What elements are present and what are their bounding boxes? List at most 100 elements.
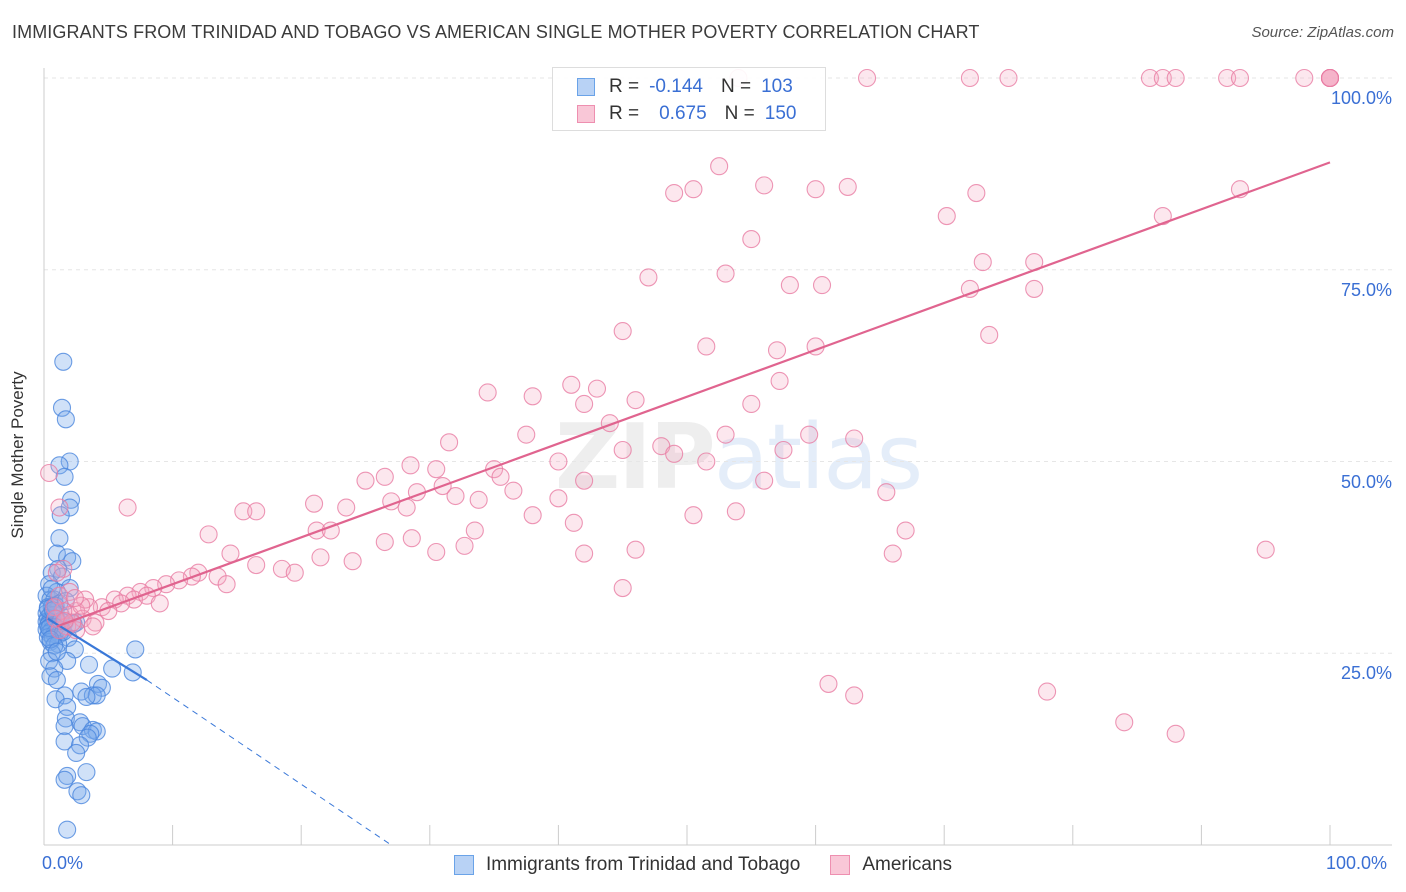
stats-r-value: -0.144 xyxy=(649,76,703,97)
point-americans-61 xyxy=(375,467,394,486)
point-americans-90 xyxy=(375,532,394,552)
point-americans-68 xyxy=(446,486,465,506)
point-immigrants-10 xyxy=(47,544,66,563)
point-americans-20 xyxy=(806,180,825,199)
point-americans-149 xyxy=(65,588,84,608)
point-americans-49 xyxy=(845,429,864,448)
point-americans-98 xyxy=(883,544,902,563)
point-americans-27 xyxy=(639,268,658,287)
point-immigrants-88 xyxy=(55,770,74,789)
legend-item-americans[interactable]: Americans xyxy=(830,854,952,876)
point-americans-63 xyxy=(575,471,594,490)
point-americans-100 xyxy=(896,521,915,540)
point-americans-5 xyxy=(1153,68,1172,88)
point-americans-75 xyxy=(523,506,542,525)
point-americans-115 xyxy=(150,594,169,613)
chart-title: IMMIGRANTS FROM TRINIDAD AND TOBAGO VS A… xyxy=(12,22,980,42)
point-americans-142 xyxy=(1153,207,1172,226)
point-immigrants-0 xyxy=(54,352,73,371)
point-americans-34 xyxy=(697,337,716,356)
point-americans-9 xyxy=(1295,68,1314,88)
point-americans-89 xyxy=(455,536,474,555)
trendline-immigrants xyxy=(47,617,148,682)
point-immigrants-86 xyxy=(77,763,96,782)
point-americans-2 xyxy=(960,68,979,88)
point-immigrants-56 xyxy=(126,640,145,659)
legend-swatch-immigrants xyxy=(453,855,474,875)
point-americans-129 xyxy=(47,563,66,582)
legend-swatch-americans xyxy=(830,855,851,875)
point-immigrants-72 xyxy=(77,687,96,707)
point-americans-30 xyxy=(812,276,832,295)
point-immigrants-8 xyxy=(51,506,70,525)
point-americans-81 xyxy=(50,498,69,517)
legend-item-immigrants[interactable]: Immigrants from Trinidad and Tobago xyxy=(453,854,801,876)
stats-swatch-americans xyxy=(577,105,595,123)
point-americans-38 xyxy=(478,383,497,402)
point-americans-72 xyxy=(305,494,324,513)
point-americans-18 xyxy=(684,180,703,199)
point-americans-17 xyxy=(665,184,684,203)
point-americans-88 xyxy=(402,529,421,548)
point-americans-93 xyxy=(427,542,446,562)
point-americans-28 xyxy=(716,264,735,283)
stats-n-value: 103 xyxy=(761,76,793,97)
trendline-immigrants-extension xyxy=(146,679,392,846)
point-americans-25 xyxy=(973,253,992,272)
point-americans-56 xyxy=(697,452,716,471)
point-americans-80 xyxy=(118,498,137,517)
stats-row-americans: R = 0.675 N = 150 xyxy=(577,101,796,127)
y-tick-label-50: 50.0% xyxy=(1340,471,1392,492)
point-immigrants-68 xyxy=(72,682,91,701)
point-americans-46 xyxy=(517,425,536,444)
point-americans-47 xyxy=(716,425,735,444)
watermark-atlas: atlas xyxy=(713,405,923,510)
point-americans-134 xyxy=(613,579,632,598)
point-americans-40 xyxy=(587,379,607,398)
point-americans-43 xyxy=(575,394,594,414)
point-americans-33 xyxy=(980,325,999,344)
point-immigrants-75 xyxy=(56,709,75,728)
x-tick-label-100: 100.0% xyxy=(1326,853,1388,873)
point-americans-44 xyxy=(742,394,761,414)
point-immigrants-61 xyxy=(103,659,122,678)
point-americans-21 xyxy=(838,177,857,196)
point-americans-101 xyxy=(1256,540,1275,559)
point-americans-4 xyxy=(1140,68,1160,88)
point-americans-84 xyxy=(465,521,484,540)
point-americans-95 xyxy=(221,544,240,563)
point-americans-133 xyxy=(45,598,64,617)
point-americans-135 xyxy=(1025,279,1044,298)
point-americans-97 xyxy=(247,555,266,575)
point-americans-6 xyxy=(1166,68,1185,88)
point-americans-83 xyxy=(564,513,583,532)
point-americans-70 xyxy=(469,490,488,509)
point-americans-137 xyxy=(1115,713,1134,732)
point-immigrants-60 xyxy=(79,655,99,674)
point-americans-16 xyxy=(710,157,729,176)
point-americans-146 xyxy=(72,596,91,615)
point-americans-139 xyxy=(845,686,864,705)
stats-row-immigrants: R = -0.144 N = 103 xyxy=(577,74,793,100)
point-immigrants-4 xyxy=(50,456,69,475)
point-americans-66 xyxy=(504,481,523,500)
point-immigrants-90 xyxy=(72,786,91,805)
point-americans-103 xyxy=(285,563,304,582)
point-americans-77 xyxy=(684,506,703,525)
trendline-americans xyxy=(56,161,1331,628)
point-americans-94 xyxy=(311,548,330,567)
watermark: ZIPatlas xyxy=(555,405,923,510)
point-americans-136 xyxy=(1038,682,1057,701)
point-americans-73 xyxy=(337,498,356,517)
y-axis-label: Single Mother Poverty xyxy=(8,371,27,539)
point-americans-29 xyxy=(780,276,799,295)
watermark-zip: ZIP xyxy=(555,405,716,510)
point-americans-24 xyxy=(742,230,761,249)
point-immigrants-1 xyxy=(52,398,72,417)
point-americans-57 xyxy=(401,456,420,475)
legend: Immigrants from Trinidad and Tobago Amer… xyxy=(0,852,1406,878)
point-americans-22 xyxy=(967,184,986,203)
legend-label-immigrants: Immigrants from Trinidad and Tobago xyxy=(485,854,801,875)
point-immigrants-77 xyxy=(73,717,92,736)
